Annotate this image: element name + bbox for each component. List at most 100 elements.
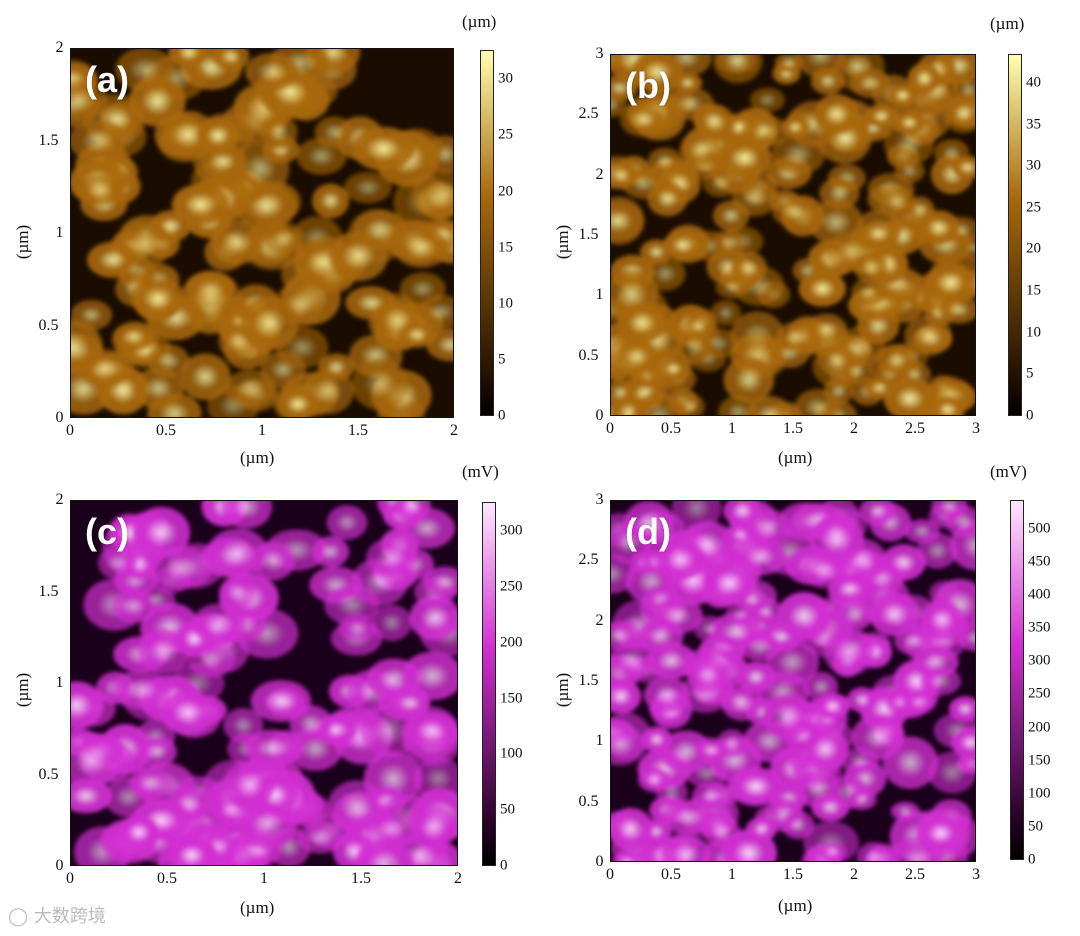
grain	[917, 815, 964, 851]
grain	[847, 789, 877, 810]
grain	[749, 87, 785, 113]
afm-height-image-b: (b)	[610, 54, 976, 416]
grain	[221, 501, 273, 529]
y-tick-label: 3	[595, 45, 604, 62]
colorbar-tick-label: 50	[1028, 818, 1043, 835]
grain	[147, 344, 190, 378]
x-axis-title: (µm)	[240, 898, 275, 917]
grain	[422, 566, 457, 598]
grain	[917, 532, 958, 569]
x-tick-label: 3	[972, 866, 980, 883]
grain	[138, 586, 176, 613]
colorbar-tick-label: 250	[1028, 685, 1051, 702]
colorbar-tick-label: 35	[1026, 116, 1041, 133]
grain	[97, 546, 138, 580]
grain	[130, 277, 186, 319]
panel-label-d: (d)	[625, 511, 671, 552]
grain	[366, 537, 418, 578]
x-tick-label: 0	[66, 870, 74, 887]
colorbar-tick-label: 50	[500, 801, 515, 818]
y-tick-label: 0.5	[578, 792, 599, 810]
grain	[404, 711, 457, 750]
grain	[837, 599, 873, 631]
grain	[878, 344, 916, 376]
y-axis-title: (µm)	[13, 672, 33, 708]
colorbar-tick-label: 20	[498, 183, 513, 200]
grain	[823, 628, 875, 676]
y-tick-label: 1	[55, 674, 64, 691]
grain	[630, 55, 684, 93]
x-tick-label: 1.5	[783, 420, 803, 437]
grain	[210, 219, 263, 266]
grain	[894, 159, 925, 183]
x-tick-label: 2.5	[905, 866, 925, 883]
x-tick-label: 3	[972, 420, 980, 437]
grain	[147, 393, 202, 417]
grain	[781, 811, 815, 840]
colorbar-tick-label: 5	[1026, 365, 1034, 382]
colorbar-tick-label: 0	[1028, 851, 1036, 868]
grain	[925, 262, 975, 304]
grain	[920, 667, 961, 696]
grain	[326, 505, 368, 540]
y-tick-label: 2.5	[578, 105, 599, 123]
kpfm-potential-image-c: (c)	[70, 500, 458, 866]
grain	[223, 760, 275, 810]
colorbar-tick-label: 0	[500, 857, 508, 874]
grain	[128, 766, 173, 800]
grain	[260, 114, 298, 150]
grain	[168, 837, 216, 865]
grain	[344, 171, 392, 204]
grain	[160, 690, 216, 735]
grain	[775, 321, 815, 353]
y-axis-title: (µm)	[553, 672, 573, 708]
grain	[730, 251, 767, 285]
grain	[76, 175, 124, 207]
watermark-text: 大数跨境	[33, 906, 106, 927]
colorbar-tick-label: 30	[1026, 157, 1041, 174]
colorbar-tick-label: 200	[500, 634, 523, 651]
grain	[393, 501, 431, 522]
y-tick-label: 0.5	[38, 316, 59, 334]
x-tick-label: 1.5	[348, 422, 368, 439]
grain	[718, 395, 758, 415]
grain	[71, 778, 113, 814]
grain	[263, 222, 305, 256]
grain	[186, 640, 236, 678]
grain	[809, 514, 865, 565]
y-axis-title: (µm)	[13, 224, 33, 260]
grain	[675, 329, 714, 365]
grain	[945, 97, 975, 129]
grain	[244, 729, 301, 767]
colorbar-tick-label: 25	[1026, 199, 1041, 216]
grain	[312, 183, 350, 219]
grain	[869, 592, 920, 637]
grain	[409, 806, 457, 849]
grain	[655, 539, 706, 581]
grain	[275, 326, 329, 369]
grain	[718, 137, 772, 178]
colorbar-tick-label: 300	[500, 522, 523, 539]
grain	[762, 693, 814, 740]
grain	[679, 132, 722, 168]
x-tick-label: 1	[728, 420, 736, 437]
colorbar-tick-label: 100	[500, 745, 523, 762]
x-tick-label: 0.5	[157, 870, 177, 887]
grain	[168, 49, 209, 67]
grain	[849, 68, 891, 98]
colorbar	[480, 50, 494, 416]
grain	[179, 353, 231, 401]
grain	[951, 727, 975, 759]
x-tick-label: 1	[728, 866, 736, 883]
grain	[643, 677, 691, 713]
grain	[692, 782, 730, 809]
colorbar-tick-label: 300	[1028, 652, 1051, 669]
y-tick-label: 1.5	[578, 672, 599, 689]
x-tick-label: 2	[850, 866, 858, 883]
grain	[132, 507, 191, 559]
grain	[686, 656, 730, 694]
grain	[619, 101, 665, 137]
colorbar-tick-label: 200	[1028, 719, 1051, 736]
x-tick-label: 2	[850, 420, 858, 437]
grain	[197, 118, 239, 154]
